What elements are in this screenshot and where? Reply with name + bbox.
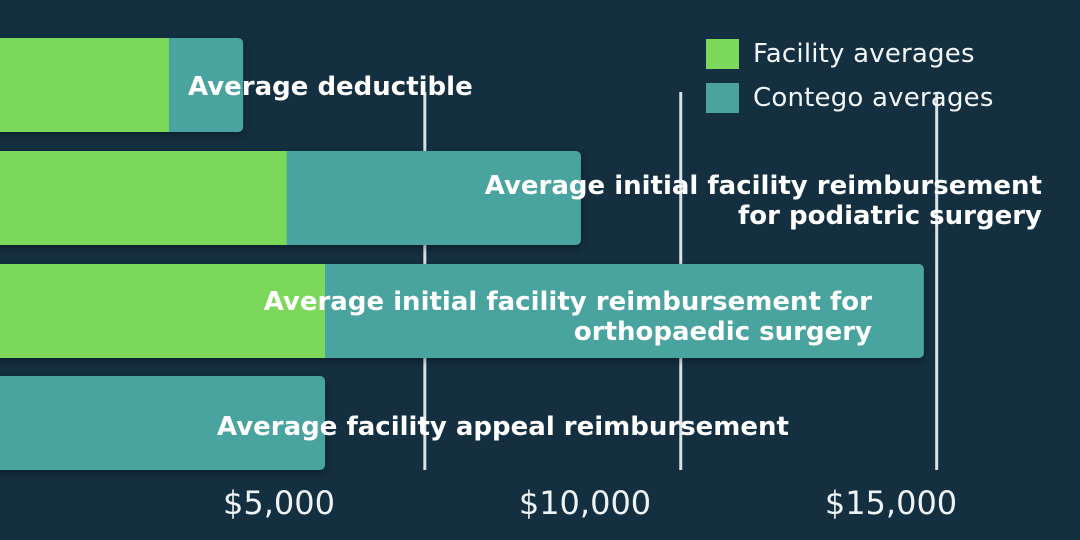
legend-item-facility: Facility averages: [706, 32, 994, 76]
bar-segment-contego-3: [0, 376, 326, 470]
x-tick-label-15000: $15,000: [824, 484, 958, 522]
x-tick-label-5000: $5,000: [223, 484, 335, 522]
bar-group-1: [0, 151, 581, 245]
bar-group-3: [0, 376, 326, 470]
legend-label-facility: Facility averages: [753, 39, 975, 69]
bar-label-orthopaedic-surgery: Average initial facility reimbursement f…: [263, 287, 872, 347]
bar-segment-facility-1: [0, 151, 287, 245]
legend-item-contego: Contego averages: [706, 76, 994, 120]
bar-label-podiatric-surgery: Average initial facility reimbursement f…: [484, 171, 1042, 231]
bar-group-0: [0, 38, 244, 132]
bar-segment-facility-2: [0, 264, 326, 358]
legend: Facility averages Contego averages: [706, 32, 994, 120]
bar-segment-facility-0: [0, 38, 169, 132]
legend-label-contego: Contego averages: [753, 83, 994, 113]
bar-group-2: [0, 264, 924, 358]
bar-label-average-deductible: Average deductible: [188, 72, 473, 102]
legend-swatch-facility: [706, 39, 739, 69]
x-tick-label-10000: $10,000: [518, 484, 652, 522]
legend-swatch-contego: [706, 83, 739, 113]
bar-label-appeal-reimbursement: Average facility appeal reimbursement: [217, 412, 789, 442]
